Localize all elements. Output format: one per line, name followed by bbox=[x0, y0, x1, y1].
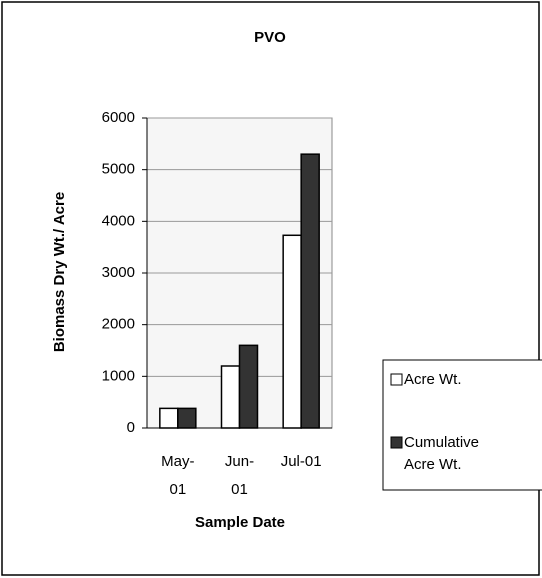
x-tick-label: Jun-01 bbox=[224, 453, 255, 498]
legend-swatch bbox=[390, 373, 403, 386]
y-tick-label: 0 bbox=[127, 419, 135, 436]
bar bbox=[159, 407, 179, 429]
bar bbox=[282, 234, 302, 429]
legend-label: Acre Wt. bbox=[404, 371, 462, 388]
legend-label: Cumulative Acre Wt. bbox=[404, 434, 480, 473]
y-tick-label: 5000 bbox=[102, 161, 135, 178]
y-tick-label: 3000 bbox=[102, 264, 135, 281]
y-tick-label: 2000 bbox=[102, 316, 135, 333]
y-tick-label: 1000 bbox=[102, 367, 135, 384]
bar bbox=[220, 365, 241, 429]
y-tick-label: 4000 bbox=[102, 212, 135, 229]
bar bbox=[177, 407, 197, 429]
chart-title: PVO bbox=[254, 29, 286, 46]
x-tick-label: May-01 bbox=[161, 453, 195, 498]
legend-swatch bbox=[390, 436, 403, 449]
y-tick-label: 6000 bbox=[102, 109, 135, 126]
legend-box bbox=[382, 359, 542, 491]
bar bbox=[300, 153, 320, 429]
bar bbox=[238, 344, 259, 429]
x-axis-label: Sample Date bbox=[195, 514, 285, 531]
y-axis-label: Biomass Dry Wt./ Acre bbox=[51, 192, 68, 352]
x-tick-label: Jul-01 bbox=[280, 453, 322, 470]
